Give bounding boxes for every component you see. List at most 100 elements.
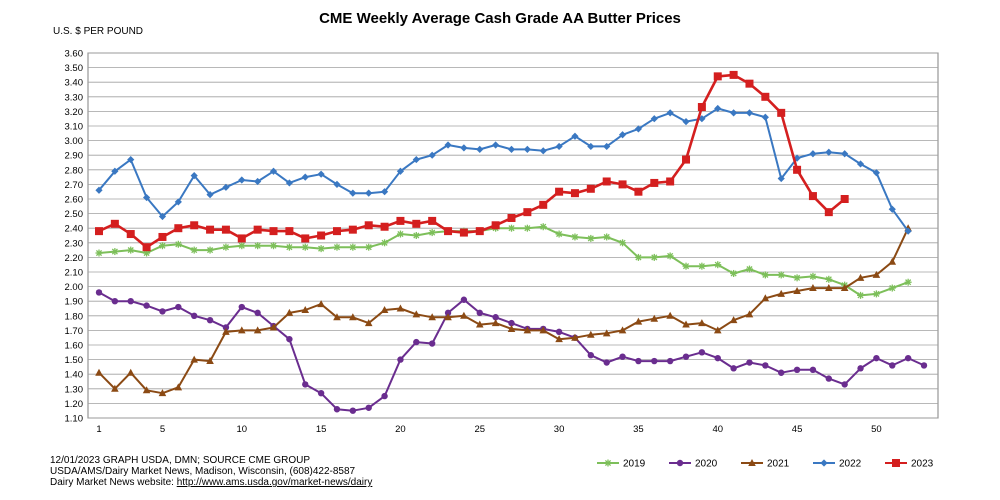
data-point-2020 — [190, 312, 198, 319]
data-point-2020 — [809, 366, 817, 374]
data-point-2023 — [729, 70, 738, 79]
data-point-2022 — [682, 118, 690, 126]
data-point-2020 — [460, 296, 468, 303]
series-2022 — [95, 104, 912, 235]
data-point-2021 — [158, 389, 167, 397]
data-point-2019 — [761, 271, 769, 279]
data-point-2020 — [746, 359, 753, 366]
data-point-2020 — [841, 381, 848, 388]
data-point-2019 — [872, 290, 880, 298]
data-point-2021 — [618, 326, 627, 334]
data-point-2020 — [349, 407, 357, 414]
data-point-2019 — [396, 230, 404, 238]
data-point-2023 — [396, 216, 405, 225]
data-point-2022 — [872, 169, 881, 177]
series-2021 — [95, 224, 912, 397]
data-point-2021 — [713, 326, 722, 334]
legend-marker — [604, 459, 612, 467]
data-point-2019 — [857, 291, 865, 299]
data-point-2021 — [428, 313, 436, 321]
data-point-2021 — [682, 320, 690, 328]
data-point-2021 — [809, 284, 817, 292]
legend-entry-2023: 2023 — [885, 459, 934, 470]
data-point-2023 — [491, 221, 500, 230]
data-point-2020 — [254, 309, 261, 317]
footer-address: USDA/AMS/Dairy Market News, Madison, Wis… — [50, 466, 356, 477]
data-point-2019 — [904, 278, 912, 286]
data-point-2019 — [317, 245, 325, 253]
data-point-2021 — [301, 305, 310, 313]
data-point-2023 — [602, 177, 611, 186]
data-point-2020 — [413, 338, 420, 346]
data-point-2022 — [825, 148, 833, 156]
footer-website-link[interactable]: http://www.ams.usda.gov/market-news/dair… — [176, 477, 373, 488]
data-point-2021 — [729, 316, 738, 324]
data-point-2022 — [333, 180, 341, 188]
data-point-2022 — [809, 150, 817, 158]
data-point-2023 — [523, 208, 532, 217]
data-point-2022 — [571, 132, 579, 140]
data-point-2019 — [825, 275, 833, 283]
data-point-2023 — [555, 187, 564, 196]
data-point-2020 — [143, 302, 150, 309]
data-point-2022 — [476, 145, 484, 153]
data-point-2023 — [777, 108, 786, 117]
data-point-2020 — [508, 319, 515, 327]
data-point-2021 — [333, 313, 341, 321]
data-point-2022 — [254, 177, 262, 186]
data-point-2020 — [873, 354, 880, 362]
data-point-2020 — [238, 303, 245, 311]
x-tick-label: 20 — [395, 424, 406, 435]
data-point-2020 — [95, 289, 103, 296]
data-point-2021 — [380, 305, 389, 313]
data-point-2021 — [491, 319, 500, 327]
data-point-2019 — [412, 232, 420, 239]
data-point-2023 — [666, 177, 675, 186]
data-point-2023 — [158, 232, 167, 241]
data-point-2020 — [762, 362, 769, 369]
data-point-2022 — [317, 170, 325, 178]
y-tick-label: 3.50 — [65, 63, 84, 74]
data-point-2020 — [444, 309, 452, 317]
legend: 2019 2020 2021 2022 2023 — [597, 459, 934, 470]
series-line-2020 — [98, 291, 925, 412]
y-tick-label: 2.80 — [65, 165, 84, 176]
data-point-2019 — [539, 223, 547, 231]
data-point-2021 — [364, 319, 373, 327]
data-point-2019 — [190, 246, 198, 254]
data-point-2019 — [254, 242, 262, 250]
data-point-2023 — [682, 155, 691, 164]
data-point-2020 — [698, 349, 706, 356]
data-point-2022 — [618, 131, 627, 139]
y-tick-label: 3.20 — [65, 107, 84, 118]
data-point-2019 — [428, 229, 436, 237]
data-point-2019 — [777, 271, 785, 279]
data-point-2020 — [381, 392, 388, 400]
data-point-2023 — [285, 227, 294, 236]
y-tick-label: 2.60 — [65, 195, 84, 206]
data-point-2023 — [142, 243, 151, 252]
x-tick-label: 45 — [792, 424, 803, 435]
data-point-2020 — [397, 356, 404, 363]
series-2019 — [95, 223, 912, 299]
gridlines — [87, 52, 939, 419]
data-point-2021 — [412, 310, 421, 318]
data-point-2020 — [127, 298, 134, 305]
data-point-2022 — [222, 183, 230, 191]
data-point-2020 — [365, 404, 372, 411]
data-point-2019 — [111, 248, 119, 256]
data-point-2019 — [158, 242, 166, 250]
data-point-2021 — [825, 284, 833, 292]
data-point-2023 — [713, 72, 722, 81]
data-point-2020 — [793, 366, 801, 374]
x-tick-label: 15 — [316, 424, 327, 435]
data-point-2021 — [190, 355, 198, 363]
data-point-2023 — [301, 234, 310, 243]
data-point-2023 — [697, 103, 706, 112]
data-point-2023 — [586, 184, 595, 193]
legend-marker — [892, 459, 900, 467]
data-point-2022 — [285, 179, 293, 187]
series-group — [95, 70, 928, 414]
data-point-2020 — [651, 357, 658, 365]
x-tick-label: 5 — [160, 424, 165, 435]
